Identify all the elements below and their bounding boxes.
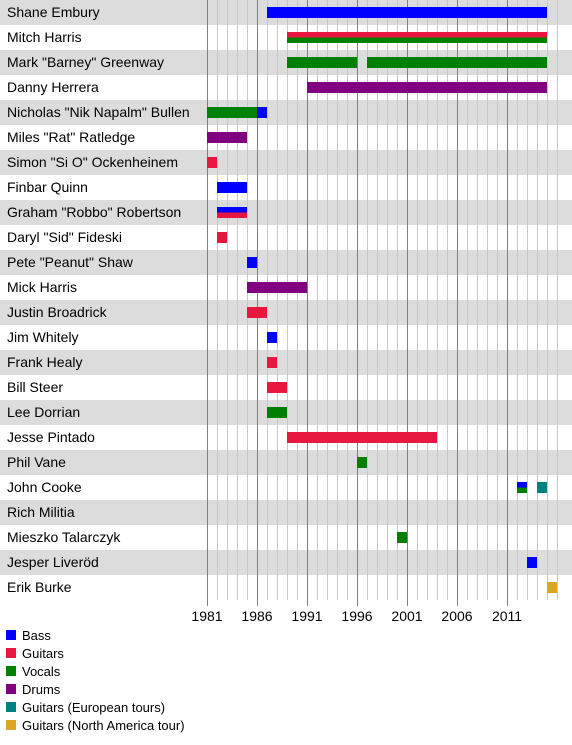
legend-swatch-guitars	[6, 648, 16, 658]
row-backgrounds	[0, 0, 572, 600]
legend-label-guitars-european-tours: Guitars (European tours)	[22, 700, 165, 715]
row-background-nicholas-nik-napalm-bullen	[0, 100, 572, 125]
x-tick-label-1996: 1996	[341, 608, 372, 624]
row-background-rich-militia	[0, 500, 572, 525]
member-name-pete-peanut-shaw: Pete "Peanut" Shaw	[7, 254, 134, 270]
legend-label-bass: Bass	[22, 628, 51, 643]
row-background-graham-robbo-robertson	[0, 200, 572, 225]
member-name-phil-vane: Phil Vane	[7, 454, 66, 470]
member-name-danny-herrera: Danny Herrera	[7, 79, 99, 95]
row-background-mieszko-talarczyk	[0, 525, 572, 550]
member-name-jesper-liver-d: Jesper Liveröd	[7, 554, 99, 570]
bar-phil-vane-vocals-0	[357, 457, 367, 468]
bar-mitch-harris-vocals-1	[287, 37, 547, 43]
bar-finbar-quinn-bass-0	[217, 182, 247, 193]
row-background-jesse-pintado	[0, 425, 572, 450]
bar-nicholas-nik-napalm-bullen-bass-1	[257, 107, 267, 118]
bar-mitch-harris-guitars-0	[287, 32, 547, 38]
member-name-mieszko-talarczyk: Mieszko Talarczyk	[7, 529, 121, 545]
x-tick-labels: 1981 1986 1991 1996 2001 2006 2011	[191, 608, 522, 624]
bar-frank-healy-guitars-0	[267, 357, 277, 368]
bar-daryl-sid-fideski-guitars-0	[217, 232, 227, 243]
member-name-justin-broadrick: Justin Broadrick	[7, 304, 108, 320]
legend-swatch-drums	[6, 684, 16, 694]
row-background-justin-broadrick	[0, 300, 572, 325]
member-name-graham-robbo-robertson: Graham "Robbo" Robertson	[7, 204, 181, 220]
bar-john-cooke-guitars_eu-2	[537, 482, 547, 493]
bar-miles-rat-ratledge-drums-0	[207, 132, 247, 143]
member-name-bill-steer: Bill Steer	[7, 379, 63, 395]
row-background-erik-burke	[0, 575, 572, 600]
member-name-daryl-sid-fideski: Daryl "Sid" Fideski	[7, 229, 122, 245]
legend-label-guitars: Guitars	[22, 646, 64, 661]
bar-shane-embury-bass-0	[267, 7, 547, 18]
bar-simon-si-o-ockenheinem-guitars-0	[207, 157, 217, 168]
member-name-nicholas-nik-napalm-bullen: Nicholas "Nik Napalm" Bullen	[7, 104, 190, 120]
member-name-lee-dorrian: Lee Dorrian	[7, 404, 80, 420]
bar-pete-peanut-shaw-bass-0	[247, 257, 257, 268]
member-name-jim-whitely: Jim Whitely	[7, 329, 79, 345]
bar-graham-robbo-robertson-bass-0	[217, 207, 247, 213]
bar-mark-barney-greenway-vocals-1	[367, 57, 547, 68]
member-name-shane-embury: Shane Embury	[7, 4, 100, 20]
bar-nicholas-nik-napalm-bullen-vocals-0	[207, 107, 257, 118]
member-name-mitch-harris: Mitch Harris	[7, 29, 82, 45]
legend-label-guitars-north-america-tour: Guitars (North America tour)	[22, 718, 185, 733]
member-name-labels: Shane Embury Mitch Harris Mark "Barney" Gr…	[7, 4, 190, 595]
bar-mick-harris-drums-0	[247, 282, 307, 293]
row-background-simon-si-o-ockenheinem	[0, 150, 572, 175]
bar-lee-dorrian-vocals-0	[267, 407, 287, 418]
member-name-jesse-pintado: Jesse Pintado	[7, 429, 95, 445]
x-tick-label-2006: 2006	[441, 608, 472, 624]
major-gridlines	[207, 0, 508, 606]
row-background-frank-healy	[0, 350, 572, 375]
bar-john-cooke-bass-0	[517, 482, 527, 488]
member-name-frank-healy: Frank Healy	[7, 354, 82, 370]
row-background-pete-peanut-shaw	[0, 250, 572, 275]
membership-bars	[207, 7, 557, 593]
member-name-finbar-quinn: Finbar Quinn	[7, 179, 88, 195]
legend-swatch-guitars-north-america-tour	[6, 720, 16, 730]
row-background-john-cooke	[0, 475, 572, 500]
bar-bill-steer-guitars-0	[267, 382, 287, 393]
bar-jim-whitely-bass-0	[267, 332, 277, 343]
row-background-jesper-liver-d	[0, 550, 572, 575]
legend: Bass Guitars Vocals Drums Guitars (European …	[6, 628, 185, 733]
member-name-john-cooke: John Cooke	[7, 479, 82, 495]
member-name-miles-rat-ratledge: Miles "Rat" Ratledge	[7, 129, 135, 145]
bar-jesper-liver-d-bass-0	[527, 557, 537, 568]
legend-swatch-guitars-european-tours	[6, 702, 16, 712]
row-background-finbar-quinn	[0, 175, 572, 200]
member-name-mick-harris: Mick Harris	[7, 279, 77, 295]
bar-graham-robbo-robertson-guitars-1	[217, 212, 247, 218]
bar-mieszko-talarczyk-vocals-0	[397, 532, 407, 543]
bar-jesse-pintado-guitars-0	[287, 432, 437, 443]
x-tick-label-1981: 1981	[191, 608, 222, 624]
bar-justin-broadrick-guitars-0	[247, 307, 267, 318]
legend-swatch-vocals	[6, 666, 16, 676]
row-background-miles-rat-ratledge	[0, 125, 572, 150]
x-tick-label-1986: 1986	[241, 608, 272, 624]
row-background-phil-vane	[0, 450, 572, 475]
row-background-jim-whitely	[0, 325, 572, 350]
bar-john-cooke-vocals-1	[517, 487, 527, 493]
x-tick-label-2011: 2011	[492, 608, 522, 624]
legend-label-drums: Drums	[22, 682, 61, 697]
x-tick-label-2001: 2001	[391, 608, 422, 624]
bar-danny-herrera-drums-0	[307, 82, 547, 93]
member-name-simon-si-o-ockenheinem: Simon "Si O" Ockenheinem	[7, 154, 178, 170]
member-name-rich-militia: Rich Militia	[7, 504, 75, 520]
bar-erik-burke-guitars_na-0	[547, 582, 557, 593]
member-name-mark-barney-greenway: Mark "Barney" Greenway	[7, 54, 164, 70]
member-name-erik-burke: Erik Burke	[7, 579, 72, 595]
x-tick-label-1991: 1991	[291, 608, 322, 624]
legend-label-vocals: Vocals	[22, 664, 61, 679]
legend-swatch-bass	[6, 630, 16, 640]
row-background-daryl-sid-fideski	[0, 225, 572, 250]
bar-mark-barney-greenway-vocals-0	[287, 57, 357, 68]
